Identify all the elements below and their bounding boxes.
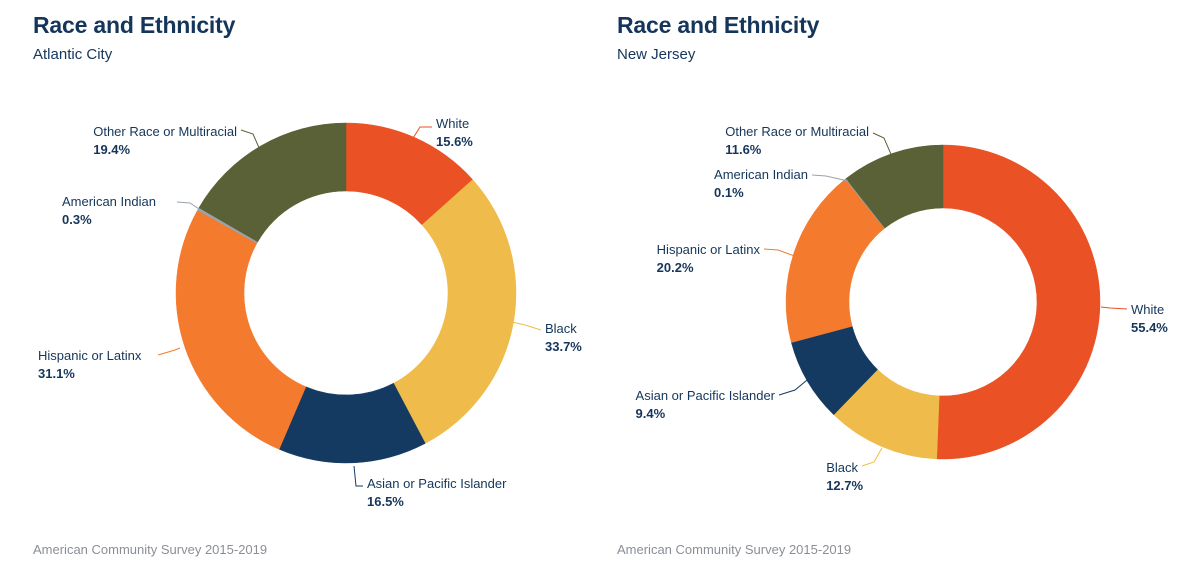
label-hispanic-or-latinx: Hispanic or Latinx xyxy=(38,348,142,363)
value-american-indian: 0.1% xyxy=(714,185,744,200)
value-white: 55.4% xyxy=(1131,320,1168,335)
value-american-indian: 0.3% xyxy=(62,212,92,227)
leader-line-black xyxy=(861,447,883,467)
chart-subtitle: Atlantic City xyxy=(33,46,113,63)
value-other-race-or-multiracial: 19.4% xyxy=(93,142,130,157)
label-american-indian: American Indian xyxy=(62,194,156,209)
chart-panel-atlantic-city: Race and Ethnicity Atlantic City White 15… xyxy=(0,0,585,575)
value-asian-or-pacific-islander: 9.4% xyxy=(636,406,666,421)
donut-chart-atlantic-city: White 15.6% Black 33.7% Asian or Pacific Isl… xyxy=(38,116,582,509)
label-other-race-or-multiracial: Other Race or Multiracial xyxy=(725,124,869,139)
leader-line-asian-or-pacific-islander xyxy=(353,465,363,487)
label-asian-or-pacific-islander: Asian or Pacific Islander xyxy=(367,476,507,491)
label-other-race-or-multiracial: Other Race or Multiracial xyxy=(93,124,237,139)
leader-line-american-indian xyxy=(811,174,849,182)
slice-other-race-or-multiracial xyxy=(198,122,347,243)
leader-line-white xyxy=(1100,306,1128,310)
label-white: White xyxy=(436,116,469,131)
leader-line-other-race-or-multiracial xyxy=(240,129,261,151)
label-black: Black xyxy=(545,321,577,336)
label-black: Black xyxy=(826,460,858,475)
label-asian-or-pacific-islander: Asian or Pacific Islander xyxy=(636,388,776,403)
slice-white xyxy=(936,144,1101,460)
leader-line-white xyxy=(409,126,432,144)
slice-black xyxy=(393,179,517,444)
label-american-indian: American Indian xyxy=(714,167,808,182)
leader-line-other-race-or-multiracial xyxy=(872,132,894,160)
value-other-race-or-multiracial: 11.6% xyxy=(725,142,762,157)
donut-chart-new-jersey: White 55.4% Black 12.7% Asian or Pacific Isl… xyxy=(636,124,1169,493)
source-note: American Community Survey 2015-2019 xyxy=(617,542,852,557)
leader-line-american-indian xyxy=(176,201,200,210)
leader-line-hispanic-or-latinx xyxy=(157,347,181,356)
slice-hispanic-or-latinx xyxy=(175,209,307,450)
leader-line-black xyxy=(511,321,542,331)
label-white: White xyxy=(1131,302,1164,317)
value-asian-or-pacific-islander: 16.5% xyxy=(367,494,404,509)
value-hispanic-or-latinx: 20.2% xyxy=(657,260,694,275)
label-hispanic-or-latinx: Hispanic or Latinx xyxy=(657,242,761,257)
value-hispanic-or-latinx: 31.1% xyxy=(38,366,75,381)
value-black: 33.7% xyxy=(545,339,582,354)
leader-line-hispanic-or-latinx xyxy=(763,248,801,259)
value-white: 15.6% xyxy=(436,134,473,149)
chart-panel-new-jersey: Race and Ethnicity New Jersey White 55.4%… xyxy=(585,0,1170,575)
value-black: 12.7% xyxy=(826,478,863,493)
chart-subtitle: New Jersey xyxy=(617,46,696,63)
slice-other-race-or-multiracial xyxy=(845,144,944,229)
source-note: American Community Survey 2015-2019 xyxy=(33,542,268,557)
chart-title: Race and Ethnicity xyxy=(617,12,820,38)
chart-title: Race and Ethnicity xyxy=(33,12,236,38)
leader-line-asian-or-pacific-islander xyxy=(778,375,813,396)
